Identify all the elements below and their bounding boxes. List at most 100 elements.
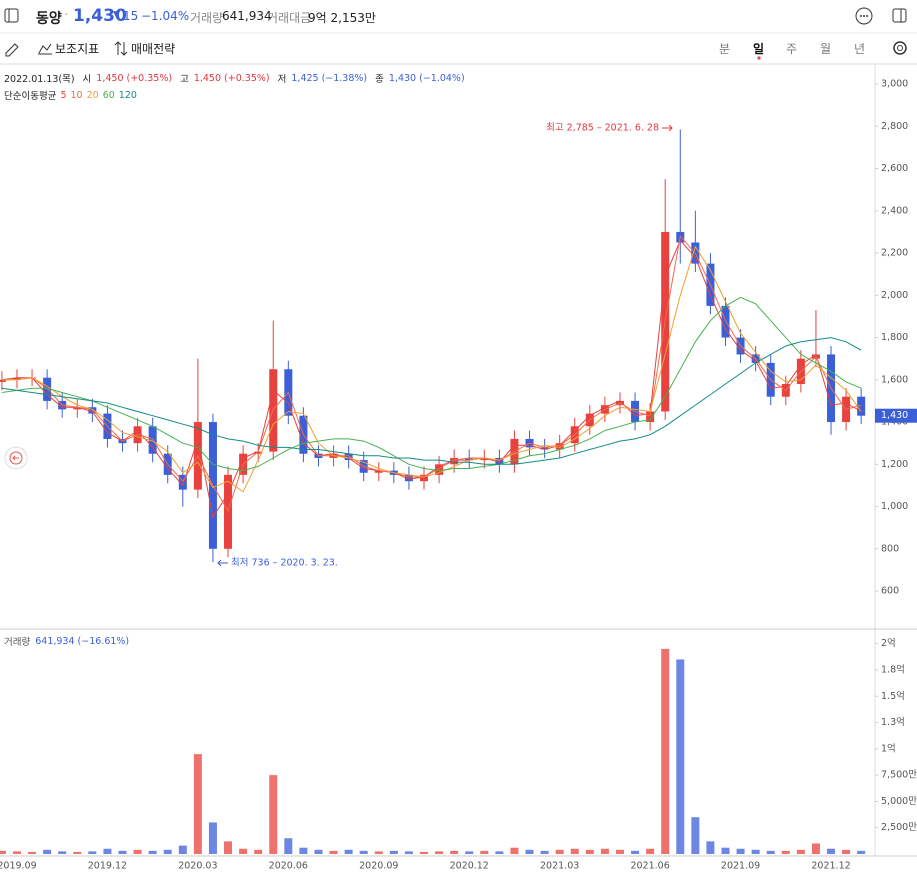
- volume-bar: [239, 848, 248, 854]
- y-tick-label: 2,600: [881, 163, 908, 174]
- x-tick-label: 2020.06: [269, 861, 308, 872]
- settings-icon[interactable]: [893, 41, 907, 55]
- volume-bar: [269, 775, 278, 854]
- back-button: [12, 455, 19, 461]
- legend-entry: 60: [102, 89, 115, 101]
- x-tick-label: 2019.09: [0, 861, 37, 872]
- volume-bar: [103, 848, 112, 854]
- volume-bar: [193, 754, 202, 854]
- volume-bar: [329, 850, 338, 854]
- volume-bar: [857, 850, 866, 854]
- volume-bar: [374, 851, 383, 854]
- volume-bar: [0, 850, 6, 854]
- y-tick-label: 7,500만: [881, 770, 917, 781]
- volume-bar: [796, 849, 805, 854]
- volume-bar: [344, 849, 353, 854]
- volume-bar: [766, 850, 775, 854]
- x-tick-label: 2021.06: [630, 861, 669, 872]
- selected-dot: [757, 56, 761, 60]
- volume-bar: [555, 849, 564, 854]
- x-tick-label: 2021.09: [721, 861, 760, 872]
- volume-bar: [570, 848, 579, 854]
- y-tick-label: 2,800: [881, 121, 908, 132]
- more-icon: [863, 15, 865, 17]
- volume-bar: [12, 851, 21, 854]
- ma-line: [1, 337, 862, 465]
- strategy-button[interactable]: 매매전략: [131, 42, 176, 56]
- x-tick-label: 2020.03: [178, 861, 217, 872]
- volume-label: 거래량: [190, 11, 224, 25]
- y-tick-label: 2억: [881, 637, 896, 649]
- y-tick-label: 1.3억: [881, 716, 905, 728]
- candle-body: [404, 474, 413, 482]
- change: 15: [123, 9, 139, 23]
- annotation: 최저 736 – 2020. 3. 23.: [231, 558, 338, 569]
- date: 2022.01.13(목): [4, 74, 75, 85]
- volume-bar: [510, 847, 519, 854]
- period-tab[interactable]: 일: [753, 42, 765, 56]
- stock-name: 동양: [36, 11, 62, 27]
- y-tick-label: 800: [881, 543, 899, 554]
- indicator-icon: [38, 43, 52, 54]
- volume-bar: [389, 850, 398, 854]
- panel-icon[interactable]: [892, 8, 907, 23]
- change-pct: −1.04%: [141, 9, 190, 23]
- candle-body: [374, 470, 383, 473]
- candle-body: [465, 457, 474, 461]
- candle-body: [450, 457, 459, 465]
- separator: ·: [64, 8, 69, 23]
- volume-bar: [615, 849, 624, 854]
- volume-bar: [811, 843, 820, 854]
- volume-bar: [751, 849, 760, 854]
- legend-entry: 20: [86, 89, 99, 101]
- volume-header: 거래량 641,934 (−16.61%): [4, 634, 129, 649]
- x-tick-label: 2019.12: [88, 861, 127, 872]
- volume-bar: [827, 848, 836, 854]
- volume-bar: [118, 850, 127, 854]
- period-tab[interactable]: 분: [719, 42, 731, 56]
- y-tick-label: 1,600: [881, 374, 908, 385]
- legend-entry: 10: [70, 89, 83, 101]
- y-tick-label: 600: [881, 586, 899, 597]
- period-tab[interactable]: 주: [786, 42, 798, 56]
- volume-bar: [404, 851, 413, 854]
- volume-bar: [73, 851, 82, 854]
- ohlc-label: 시: [82, 74, 92, 85]
- legend-entry: 120: [118, 89, 137, 101]
- strategy-icon: [114, 41, 128, 56]
- ohlc-info: 2022.01.13(목) 시 1,450 (+0.35%) 고 1,450 (+0.…: [4, 71, 465, 86]
- volume-bar: [585, 849, 594, 854]
- more-icon[interactable]: [855, 7, 873, 25]
- candle-body: [254, 451, 263, 454]
- volume-bar: [420, 851, 428, 854]
- volume-bar: [540, 850, 549, 854]
- volume-bar: [842, 849, 851, 854]
- annotation: 최고 2,785 – 2021. 6. 28: [546, 123, 659, 134]
- ohlc-value: 1,425 (−1.38%): [291, 72, 368, 84]
- candle-body: [435, 464, 444, 475]
- ohlc-value: 1,450 (+0.35%): [193, 72, 270, 84]
- indicator-button[interactable]: 보조지표: [55, 42, 100, 56]
- volume-bar: [299, 847, 308, 854]
- more-icon: [860, 15, 862, 17]
- candle-body: [721, 305, 730, 338]
- volume-bar: [646, 848, 655, 854]
- volume-bar: [721, 847, 730, 854]
- annotation-arrow: [217, 559, 228, 567]
- volume-bar: [133, 849, 142, 854]
- candle-body: [73, 407, 82, 410]
- period-tab[interactable]: 월: [820, 42, 832, 56]
- ohlc-label: 종: [375, 74, 384, 85]
- ma-line: [1, 296, 862, 472]
- price: 1,430: [73, 6, 127, 26]
- x-tick-label: 2020.12: [450, 861, 489, 872]
- down-arrow: ▼: [113, 10, 120, 20]
- ma-line: [1, 245, 862, 493]
- pencil-icon[interactable]: [5, 43, 19, 57]
- candle-body: [178, 474, 187, 490]
- period-tab[interactable]: 년: [854, 42, 866, 56]
- amount-label: 거래대금: [267, 11, 312, 25]
- sidebar-icon[interactable]: [4, 8, 19, 23]
- ma-title: 단순이동평균: [4, 91, 57, 102]
- y-tick-label: 1.5억: [881, 690, 905, 702]
